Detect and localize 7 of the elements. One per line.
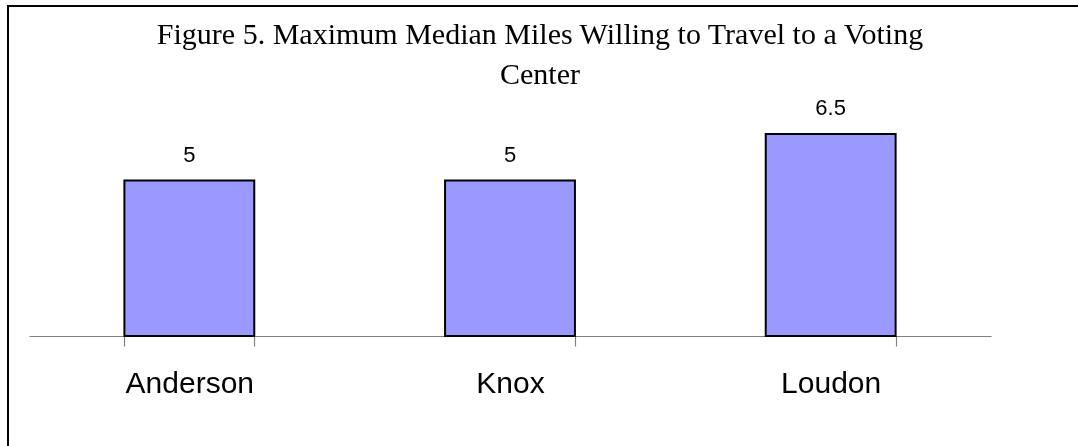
x-tick-label: Anderson [125,365,255,399]
data-label: 5 [183,141,196,167]
x-tick-label: Knox [476,365,545,399]
x-tick-label: Loudon [781,365,882,399]
data-label: 6.5 [815,95,846,120]
data-label: 5 [503,141,517,167]
chart-title: Figure 5. Maximum Median Miles Willing to Travel to a Voting Center [155,16,925,92]
